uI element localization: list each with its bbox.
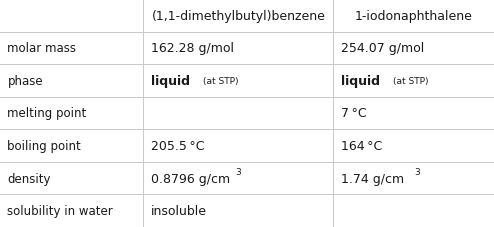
- Text: (at STP): (at STP): [203, 76, 238, 86]
- Text: 1.74 g/cm: 1.74 g/cm: [341, 172, 404, 185]
- Text: insoluble: insoluble: [151, 204, 206, 217]
- Text: 162.28 g/mol: 162.28 g/mol: [151, 42, 234, 55]
- Text: 3: 3: [414, 167, 420, 176]
- Text: boiling point: boiling point: [7, 139, 81, 152]
- Text: 1-iodonaphthalene: 1-iodonaphthalene: [355, 10, 473, 23]
- Text: density: density: [7, 172, 51, 185]
- Text: phase: phase: [7, 75, 43, 88]
- Text: 3: 3: [236, 167, 242, 176]
- Text: 254.07 g/mol: 254.07 g/mol: [341, 42, 424, 55]
- Text: liquid: liquid: [151, 75, 190, 88]
- Text: 205.5 °C: 205.5 °C: [151, 139, 204, 152]
- Text: solubility in water: solubility in water: [7, 204, 113, 217]
- Text: liquid: liquid: [341, 75, 380, 88]
- Text: 164 °C: 164 °C: [341, 139, 382, 152]
- Text: melting point: melting point: [7, 107, 86, 120]
- Text: (at STP): (at STP): [393, 76, 428, 86]
- Text: (1,1-dimethylbutyl)benzene: (1,1-dimethylbutyl)benzene: [152, 10, 325, 23]
- Text: 0.8796 g/cm: 0.8796 g/cm: [151, 172, 230, 185]
- Text: molar mass: molar mass: [7, 42, 77, 55]
- Text: 7 °C: 7 °C: [341, 107, 367, 120]
